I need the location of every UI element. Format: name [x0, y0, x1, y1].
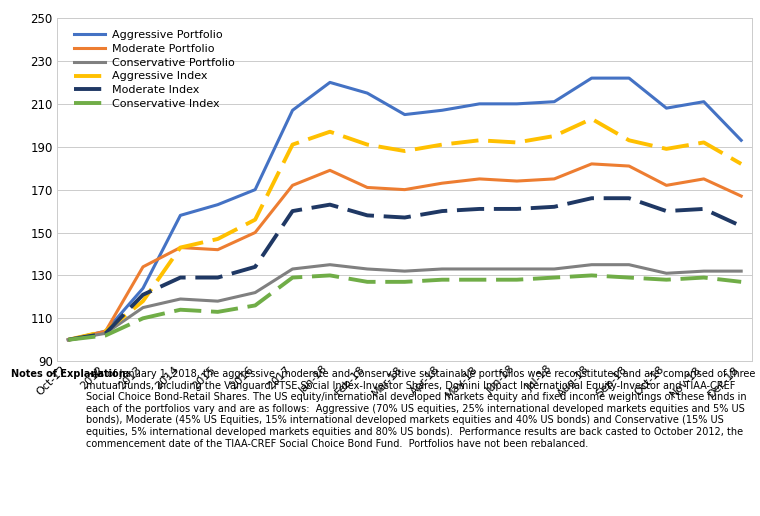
- Text: As of January 1, 2018, the aggressive, moderate and conservative sustainable por: As of January 1, 2018, the aggressive, m…: [86, 369, 755, 448]
- Legend: Aggressive Portfolio, Moderate Portfolio, Conservative Portfolio, Aggressive Ind: Aggressive Portfolio, Moderate Portfolio…: [69, 25, 239, 114]
- Text: Notes of Explanation:: Notes of Explanation:: [11, 369, 130, 379]
